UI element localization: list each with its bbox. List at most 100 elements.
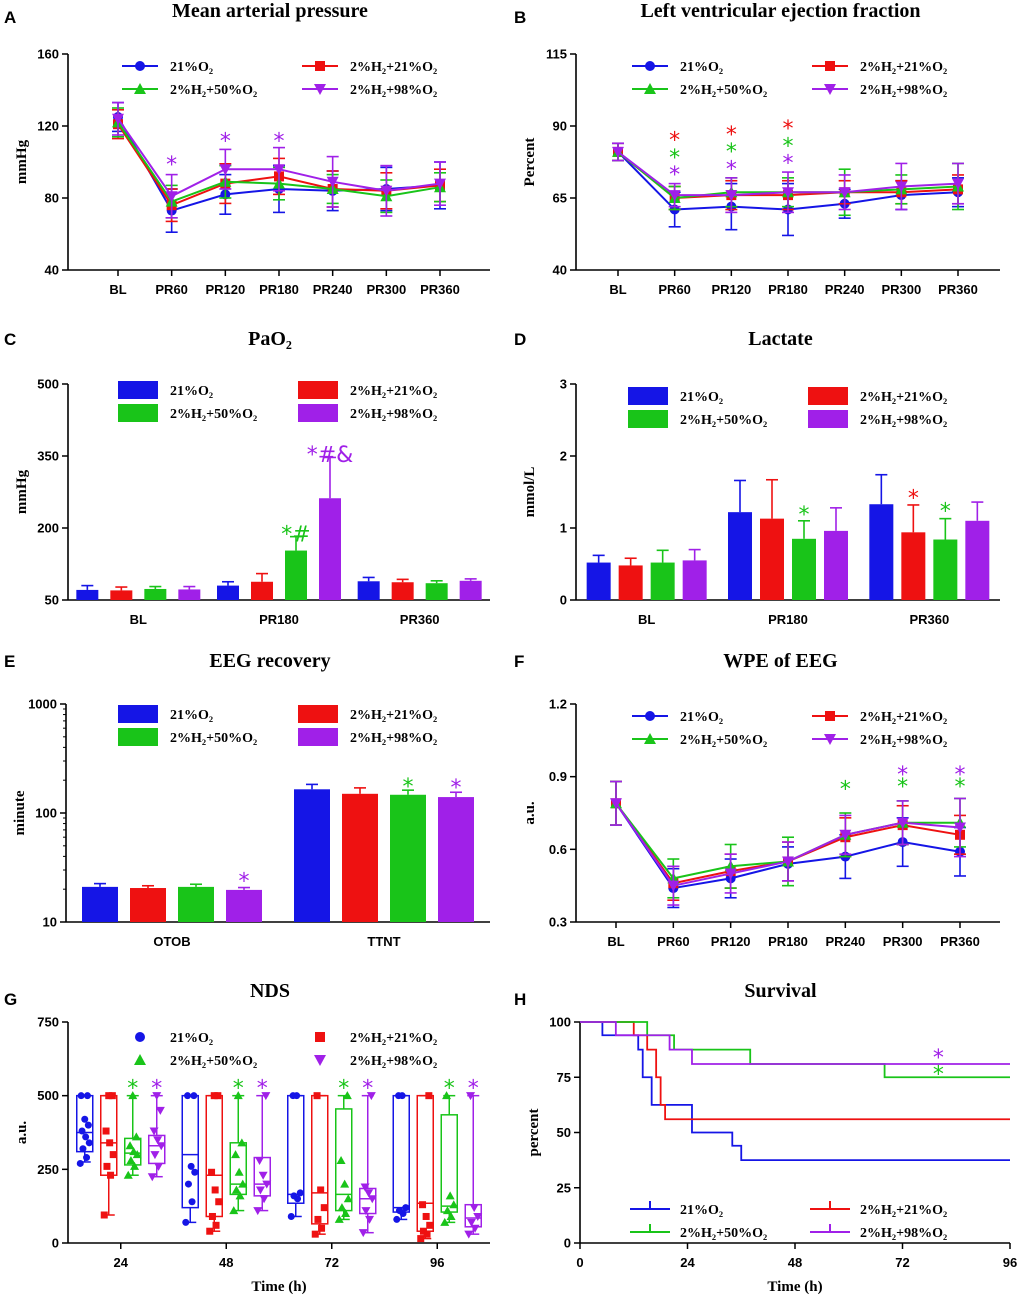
bar: [586, 562, 611, 600]
bar: [217, 585, 239, 600]
bar: [824, 530, 848, 600]
legend-label: 21%O₂: [680, 390, 723, 405]
data-point: [130, 1161, 140, 1170]
significance-marker: *: [669, 129, 680, 154]
significance-marker: *: [840, 777, 851, 802]
panel-label: H: [514, 990, 527, 1009]
significance-marker: *: [783, 117, 794, 142]
data-point: [78, 1127, 86, 1135]
data-point: [208, 1212, 216, 1220]
data-point: [782, 187, 794, 199]
data-point: [237, 1138, 247, 1147]
significance-marker: *: [468, 1076, 479, 1101]
data-point: [336, 1155, 346, 1164]
legend-label: 2%H₂+21%O₂: [350, 1031, 437, 1046]
data-point: [469, 1204, 479, 1213]
data-point: [449, 1200, 459, 1209]
data-point: [214, 1092, 222, 1100]
y-tick-label: 0.3: [549, 915, 567, 930]
panel-lactate: D Lactate 0 1 2 3 mmol/L BL PR180 PR360 * * * 21%O₂…: [510, 318, 1021, 640]
data-point: [422, 1212, 430, 1220]
bar: [425, 583, 448, 600]
data-point: [366, 1092, 376, 1101]
legend-label: 2%H₂+50%O₂: [680, 83, 767, 98]
data-point: [317, 1186, 325, 1194]
legend-swatch: [118, 404, 158, 422]
significance-marker: *: [451, 776, 462, 801]
y-axis-label: minute: [12, 790, 28, 835]
data-point: [235, 1191, 245, 1200]
bar: [391, 582, 414, 600]
data-point: [380, 185, 393, 197]
significance-marker: *: [897, 775, 908, 800]
data-point: [724, 868, 737, 880]
box: [392, 1094, 410, 1213]
legend-label: 21%O₂: [680, 1203, 723, 1218]
data-point: [219, 164, 232, 176]
data-point: [147, 1173, 157, 1182]
significance-marker: *: [933, 1063, 944, 1088]
legend-label: 2%H₂+98%O₂: [350, 407, 437, 422]
bar: [933, 539, 958, 600]
x-tick-label: BL: [609, 282, 626, 297]
significance-marker: *: [239, 870, 250, 895]
data-point: [109, 1151, 117, 1159]
box: [359, 1187, 377, 1215]
data-point: [395, 1092, 403, 1100]
significance-marker: *#: [281, 522, 310, 547]
y-tick-label: 500: [37, 377, 59, 392]
bar: [792, 538, 816, 600]
x-tick-label: PR180: [768, 934, 808, 949]
data-point: [342, 1091, 352, 1100]
panel-wpe-eeg: F WPE of EEG 0.3 0.6 0.9 1.2 a.u. BL PR60 PR120…: [510, 640, 1021, 949]
legend-label: 21%O₂: [680, 710, 723, 725]
y-tick-label: 1.2: [549, 697, 567, 712]
data-point: [442, 1091, 452, 1100]
significance-marker: *: [669, 146, 680, 171]
y-axis-label: percent: [526, 1108, 542, 1156]
legend-label: 2%H₂+98%O₂: [860, 733, 947, 748]
legend-swatch: [808, 410, 848, 428]
data-point: [434, 178, 446, 190]
x-tick-label: 96: [1003, 1255, 1017, 1270]
eeg-recovery-chart: 10 100 1000 minute OTOB TTNT * * * 21%O₂ 2%H₂+21%O…: [12, 697, 490, 949]
legend-marker: [644, 733, 656, 744]
data-point: [83, 1092, 91, 1100]
data-point: [258, 1171, 268, 1180]
panel-label: C: [4, 330, 17, 349]
legend-marker: [645, 61, 655, 71]
box: [416, 1094, 434, 1232]
significance-marker: *: [166, 153, 177, 178]
x-tick-label: PR180: [768, 612, 808, 627]
box: [181, 1094, 199, 1209]
legend-marker: [315, 61, 325, 71]
x-tick-label: PR360: [420, 282, 460, 297]
y-tick-label: 10: [43, 915, 57, 930]
data-point: [419, 1201, 427, 1209]
x-tick-label: OTOB: [153, 934, 190, 949]
survival-curve: [580, 1021, 1010, 1079]
x-tick-label: 72: [895, 1255, 909, 1270]
x-tick-label: PR120: [205, 282, 245, 297]
lvef-chart: 40 65 90 115 Percent BL PR60 PR120 PR180 PR240 PR3…: [522, 47, 1000, 297]
bar: [965, 520, 990, 600]
data-point: [255, 1186, 265, 1195]
y-tick-label: 75: [557, 1070, 571, 1085]
data-point: [358, 1229, 368, 1238]
data-point: [446, 1211, 456, 1220]
significance-marker: *: [933, 1046, 944, 1071]
y-axis-label: mmHg: [14, 469, 30, 514]
x-axis-label: Time (h): [251, 1279, 306, 1295]
data-point: [337, 1203, 347, 1212]
data-point: [442, 1206, 452, 1215]
data-point: [364, 1189, 374, 1198]
panel-label: G: [4, 990, 18, 1009]
y-tick-label: 0: [52, 1236, 59, 1251]
significance-marker: *: [940, 500, 951, 525]
data-point: [262, 1180, 272, 1189]
legend-swatch: [118, 381, 158, 399]
bar: [251, 581, 273, 600]
legend-label: 2%H₂+21%O₂: [860, 60, 947, 75]
bar: [76, 589, 99, 600]
legend-label: 2%H₂+98%O₂: [860, 83, 947, 98]
